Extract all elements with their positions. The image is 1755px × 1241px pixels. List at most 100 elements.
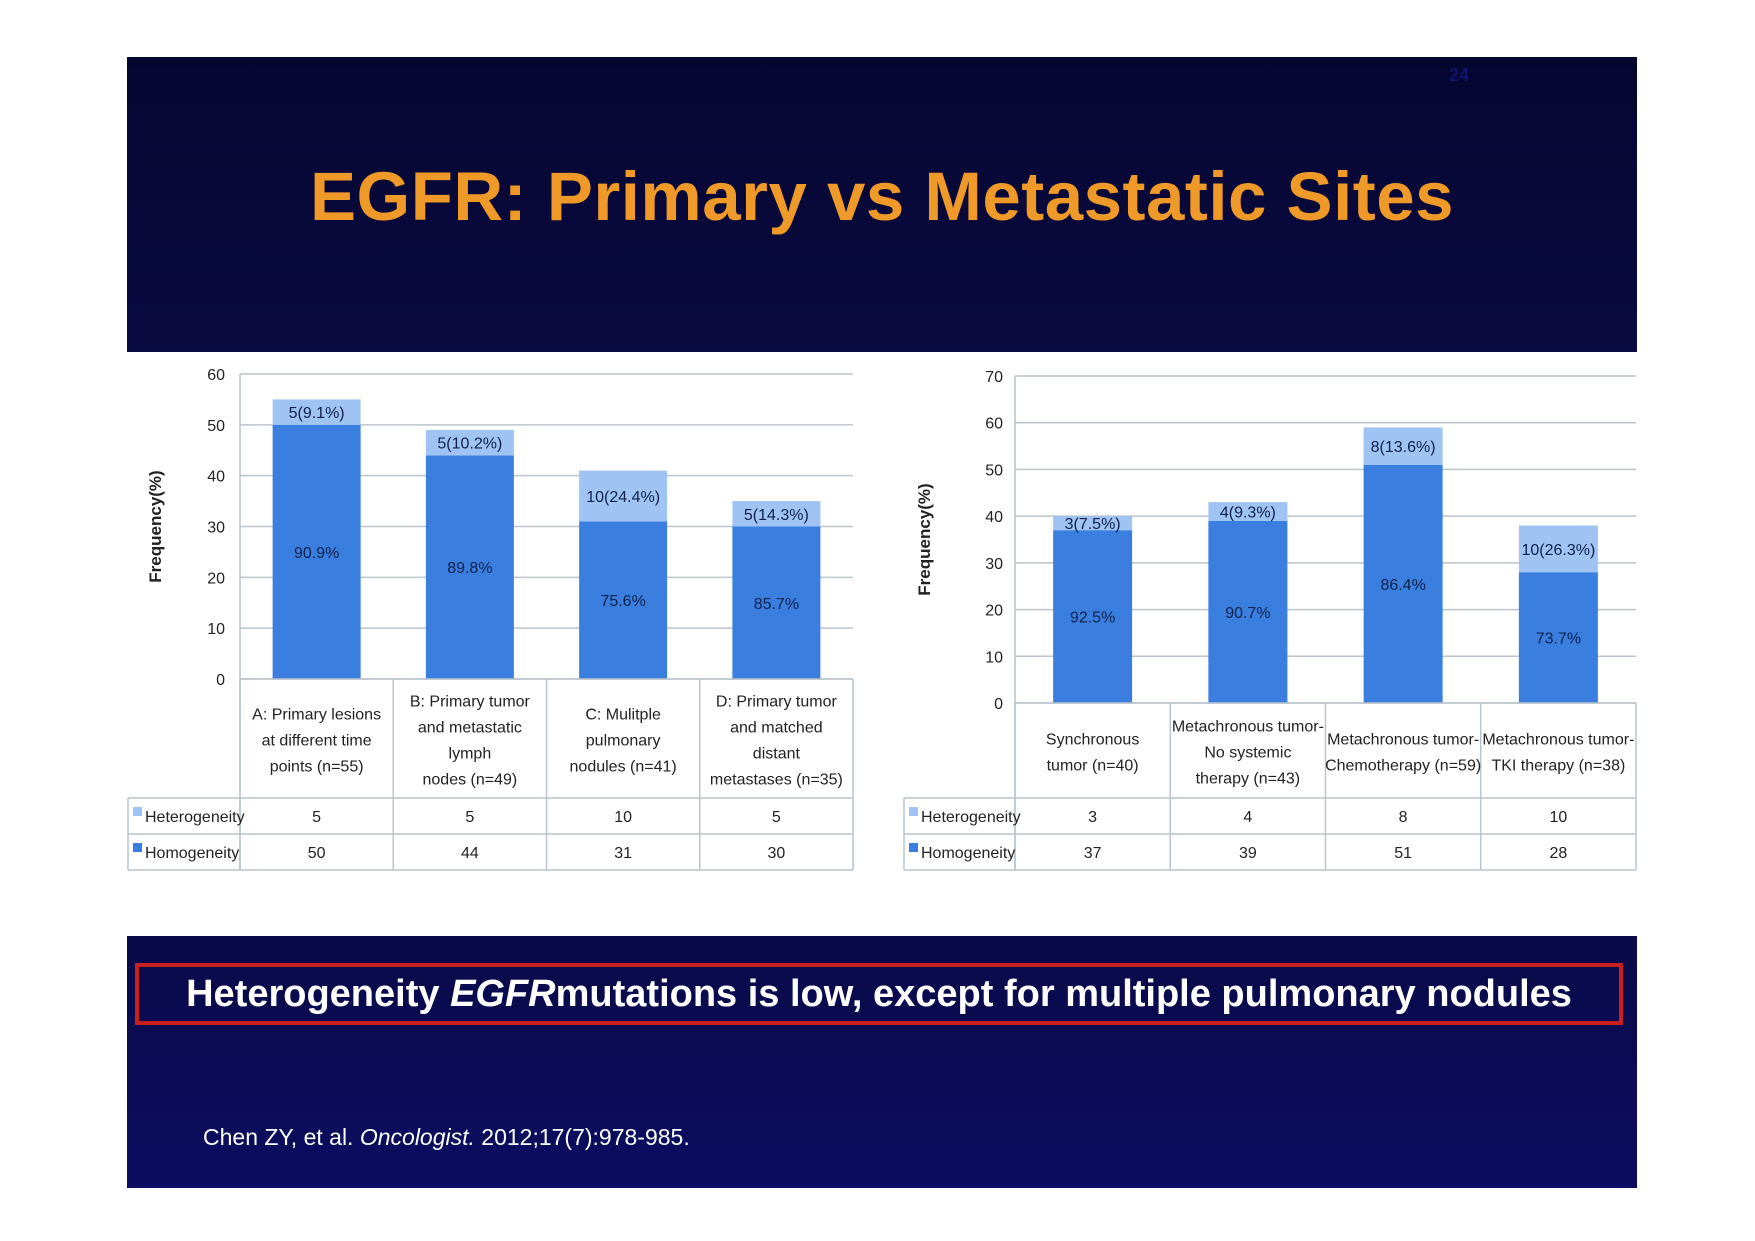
chart2-bar-homogeneity bbox=[1053, 530, 1133, 703]
chart2-heterogeneity-data-label: 8(13.6%) bbox=[1371, 439, 1436, 456]
chart1-category-label: and metastatic bbox=[418, 720, 522, 737]
chart2-heterogeneity-data-label: 3(7.5%) bbox=[1065, 516, 1121, 533]
chart2-y-tick-label: 50 bbox=[985, 462, 1003, 479]
chart2-table-cell: 8 bbox=[1399, 809, 1408, 826]
chart1-bar-homogeneity bbox=[732, 526, 821, 679]
chart2-category-label: Metachronous tumor- bbox=[1482, 732, 1634, 749]
chart2-y-tick-label: 0 bbox=[994, 696, 1003, 713]
chart2-bar-heterogeneity bbox=[1208, 502, 1288, 521]
citation-authors: Chen ZY, et al. bbox=[203, 1124, 360, 1150]
chart1-legend-swatch-homogeneity bbox=[133, 843, 142, 852]
chart1-category-label: and matched bbox=[730, 720, 823, 737]
chart2-legend-label-heterogeneity: Heterogeneity bbox=[921, 809, 1021, 826]
citation: Chen ZY, et al. Oncologist. 2012;17(7):9… bbox=[203, 1124, 690, 1151]
chart1-category-label: B: Primary tumor bbox=[410, 694, 531, 711]
chart1-homogeneity-data-label: 89.8% bbox=[447, 560, 492, 577]
chart1-table-cell: 5 bbox=[465, 809, 474, 826]
chart-panel: 0 10 20 30 40 50 60 Frequency(%) 90.9% 5(9.1%) 89.… bbox=[127, 352, 1637, 936]
chart1-category-label: points (n=55) bbox=[270, 759, 364, 776]
chart1-table-cell: 5 bbox=[772, 809, 781, 826]
chart1-heterogeneity-data-label: 5(9.1%) bbox=[289, 405, 345, 422]
chart2-table-cell: 51 bbox=[1394, 845, 1412, 862]
chart2-category-label: tumor (n=40) bbox=[1047, 758, 1139, 775]
chart2-category-label: Chemotherapy (n=59) bbox=[1325, 758, 1481, 775]
chart1-bar-homogeneity bbox=[425, 455, 514, 679]
chart2-legend-swatch-homogeneity bbox=[909, 843, 918, 852]
chart2-table-cell: 37 bbox=[1084, 845, 1102, 862]
chart1-table-cell: 30 bbox=[767, 845, 785, 862]
chart1-homogeneity-data-label: 90.9% bbox=[294, 545, 339, 562]
callout-text-end: mutations is low, except for multiple pu… bbox=[555, 972, 1572, 1015]
chart1-y-axis-title: Frequency(%) bbox=[146, 470, 165, 582]
key-finding-callout: Heterogeneity EGFR mutations is low, exc… bbox=[135, 963, 1623, 1025]
chart2-homogeneity-data-label: 86.4% bbox=[1380, 577, 1425, 594]
chart1-homogeneity-data-label: 75.6% bbox=[600, 593, 645, 610]
chart2-table-cell: 28 bbox=[1549, 845, 1567, 862]
bottom-band: Heterogeneity EGFR mutations is low, exc… bbox=[127, 936, 1637, 1188]
chart1-bar-homogeneity bbox=[579, 521, 668, 679]
chart1-bar-heterogeneity bbox=[732, 501, 821, 527]
callout-text-start: Heterogeneity bbox=[186, 972, 440, 1015]
chart1-table-cell: 10 bbox=[614, 809, 632, 826]
chart1-table-cell: 44 bbox=[461, 845, 479, 862]
chart2-heterogeneity-data-label: 10(26.3%) bbox=[1521, 542, 1595, 559]
chart2-homogeneity-data-label: 73.7% bbox=[1536, 631, 1581, 648]
chart1-category-label: D: Primary tumor bbox=[716, 694, 838, 711]
chart2-category-label: Metachronous tumor- bbox=[1327, 732, 1479, 749]
citation-journal: Oncologist. bbox=[359, 1124, 475, 1150]
chart1-heterogeneity-data-label: 5(14.3%) bbox=[744, 507, 809, 524]
chart1-y-tick-label: 10 bbox=[207, 621, 225, 638]
chart1-y-tick-label: 40 bbox=[207, 469, 225, 486]
chart1-table-cell: 5 bbox=[312, 809, 321, 826]
chart2-bar-homogeneity bbox=[1363, 464, 1443, 703]
chart1-y-tick-label: 30 bbox=[207, 520, 225, 537]
chart1-category-label: at different time bbox=[262, 733, 372, 750]
chart1-heterogeneity-data-label: 5(10.2%) bbox=[437, 436, 502, 453]
chart2-bar-homogeneity bbox=[1208, 520, 1288, 703]
chart1-table-cell: 50 bbox=[308, 845, 326, 862]
chart2-y-tick-label: 70 bbox=[985, 369, 1003, 386]
chart1-bar-heterogeneity bbox=[579, 470, 668, 522]
slide: 24 EGFR: Primary vs Metastatic Sites 0 10… bbox=[127, 57, 1637, 1188]
chart1-bar-heterogeneity bbox=[272, 399, 361, 425]
chart2-bar-heterogeneity bbox=[1363, 427, 1443, 465]
chart1-category-label: lymph bbox=[449, 746, 492, 763]
chart1-category-label: C: Mulitple bbox=[585, 707, 661, 724]
chart2-y-tick-label: 10 bbox=[985, 649, 1003, 666]
chart1-y-tick-label: 50 bbox=[207, 418, 225, 435]
chart2-heterogeneity-data-label: 4(9.3%) bbox=[1220, 504, 1276, 521]
slide-title: EGFR: Primary vs Metastatic Sites bbox=[310, 158, 1454, 235]
chart2-bar-homogeneity bbox=[1518, 572, 1598, 703]
chart2-category-label: therapy (n=43) bbox=[1196, 771, 1301, 788]
chart1-y-tick-label: 0 bbox=[216, 672, 225, 689]
chart1-legend-label-heterogeneity: Heterogeneity bbox=[145, 809, 245, 826]
chart1-legend-label-homogeneity: Homogeneity bbox=[145, 845, 239, 862]
chart1-table-cell: 31 bbox=[614, 845, 632, 862]
chart1-homogeneity-data-label: 85.7% bbox=[754, 596, 799, 613]
chart2-bar-heterogeneity bbox=[1518, 525, 1598, 573]
chart2-y-tick-label: 30 bbox=[985, 556, 1003, 573]
chart1-y-tick-label: 20 bbox=[207, 570, 225, 587]
chart1-category-label: metastases (n=35) bbox=[710, 772, 843, 789]
chart1-bar-heterogeneity bbox=[425, 429, 514, 456]
chart1-heterogeneity-data-label: 10(24.4%) bbox=[586, 489, 660, 506]
chart2-category-label: TKI therapy (n=38) bbox=[1491, 758, 1625, 775]
chart2-y-axis-title: Frequency(%) bbox=[915, 483, 934, 595]
chart2-y-tick-label: 20 bbox=[985, 603, 1003, 620]
chart1-legend-swatch-heterogeneity bbox=[133, 807, 142, 816]
chart1-category-label: nodules (n=41) bbox=[570, 759, 677, 776]
callout-gene: EGFR bbox=[450, 972, 556, 1015]
chart2-y-tick-label: 40 bbox=[985, 509, 1003, 526]
chart2-bar-heterogeneity bbox=[1053, 516, 1133, 531]
chart2-table-cell: 10 bbox=[1549, 809, 1567, 826]
chart1-y-tick-label: 60 bbox=[207, 367, 225, 384]
chart2-table-cell: 4 bbox=[1243, 809, 1252, 826]
chart2-legend-swatch-heterogeneity bbox=[909, 807, 918, 816]
chart1-bar-homogeneity bbox=[272, 424, 361, 679]
chart2-y-tick-label: 60 bbox=[985, 416, 1003, 433]
chart2-table-cell: 39 bbox=[1239, 845, 1257, 862]
chart2-table-cell: 3 bbox=[1088, 809, 1097, 826]
citation-details: 2012;17(7):978-985. bbox=[474, 1124, 690, 1150]
chart1-category-label: distant bbox=[753, 746, 801, 763]
